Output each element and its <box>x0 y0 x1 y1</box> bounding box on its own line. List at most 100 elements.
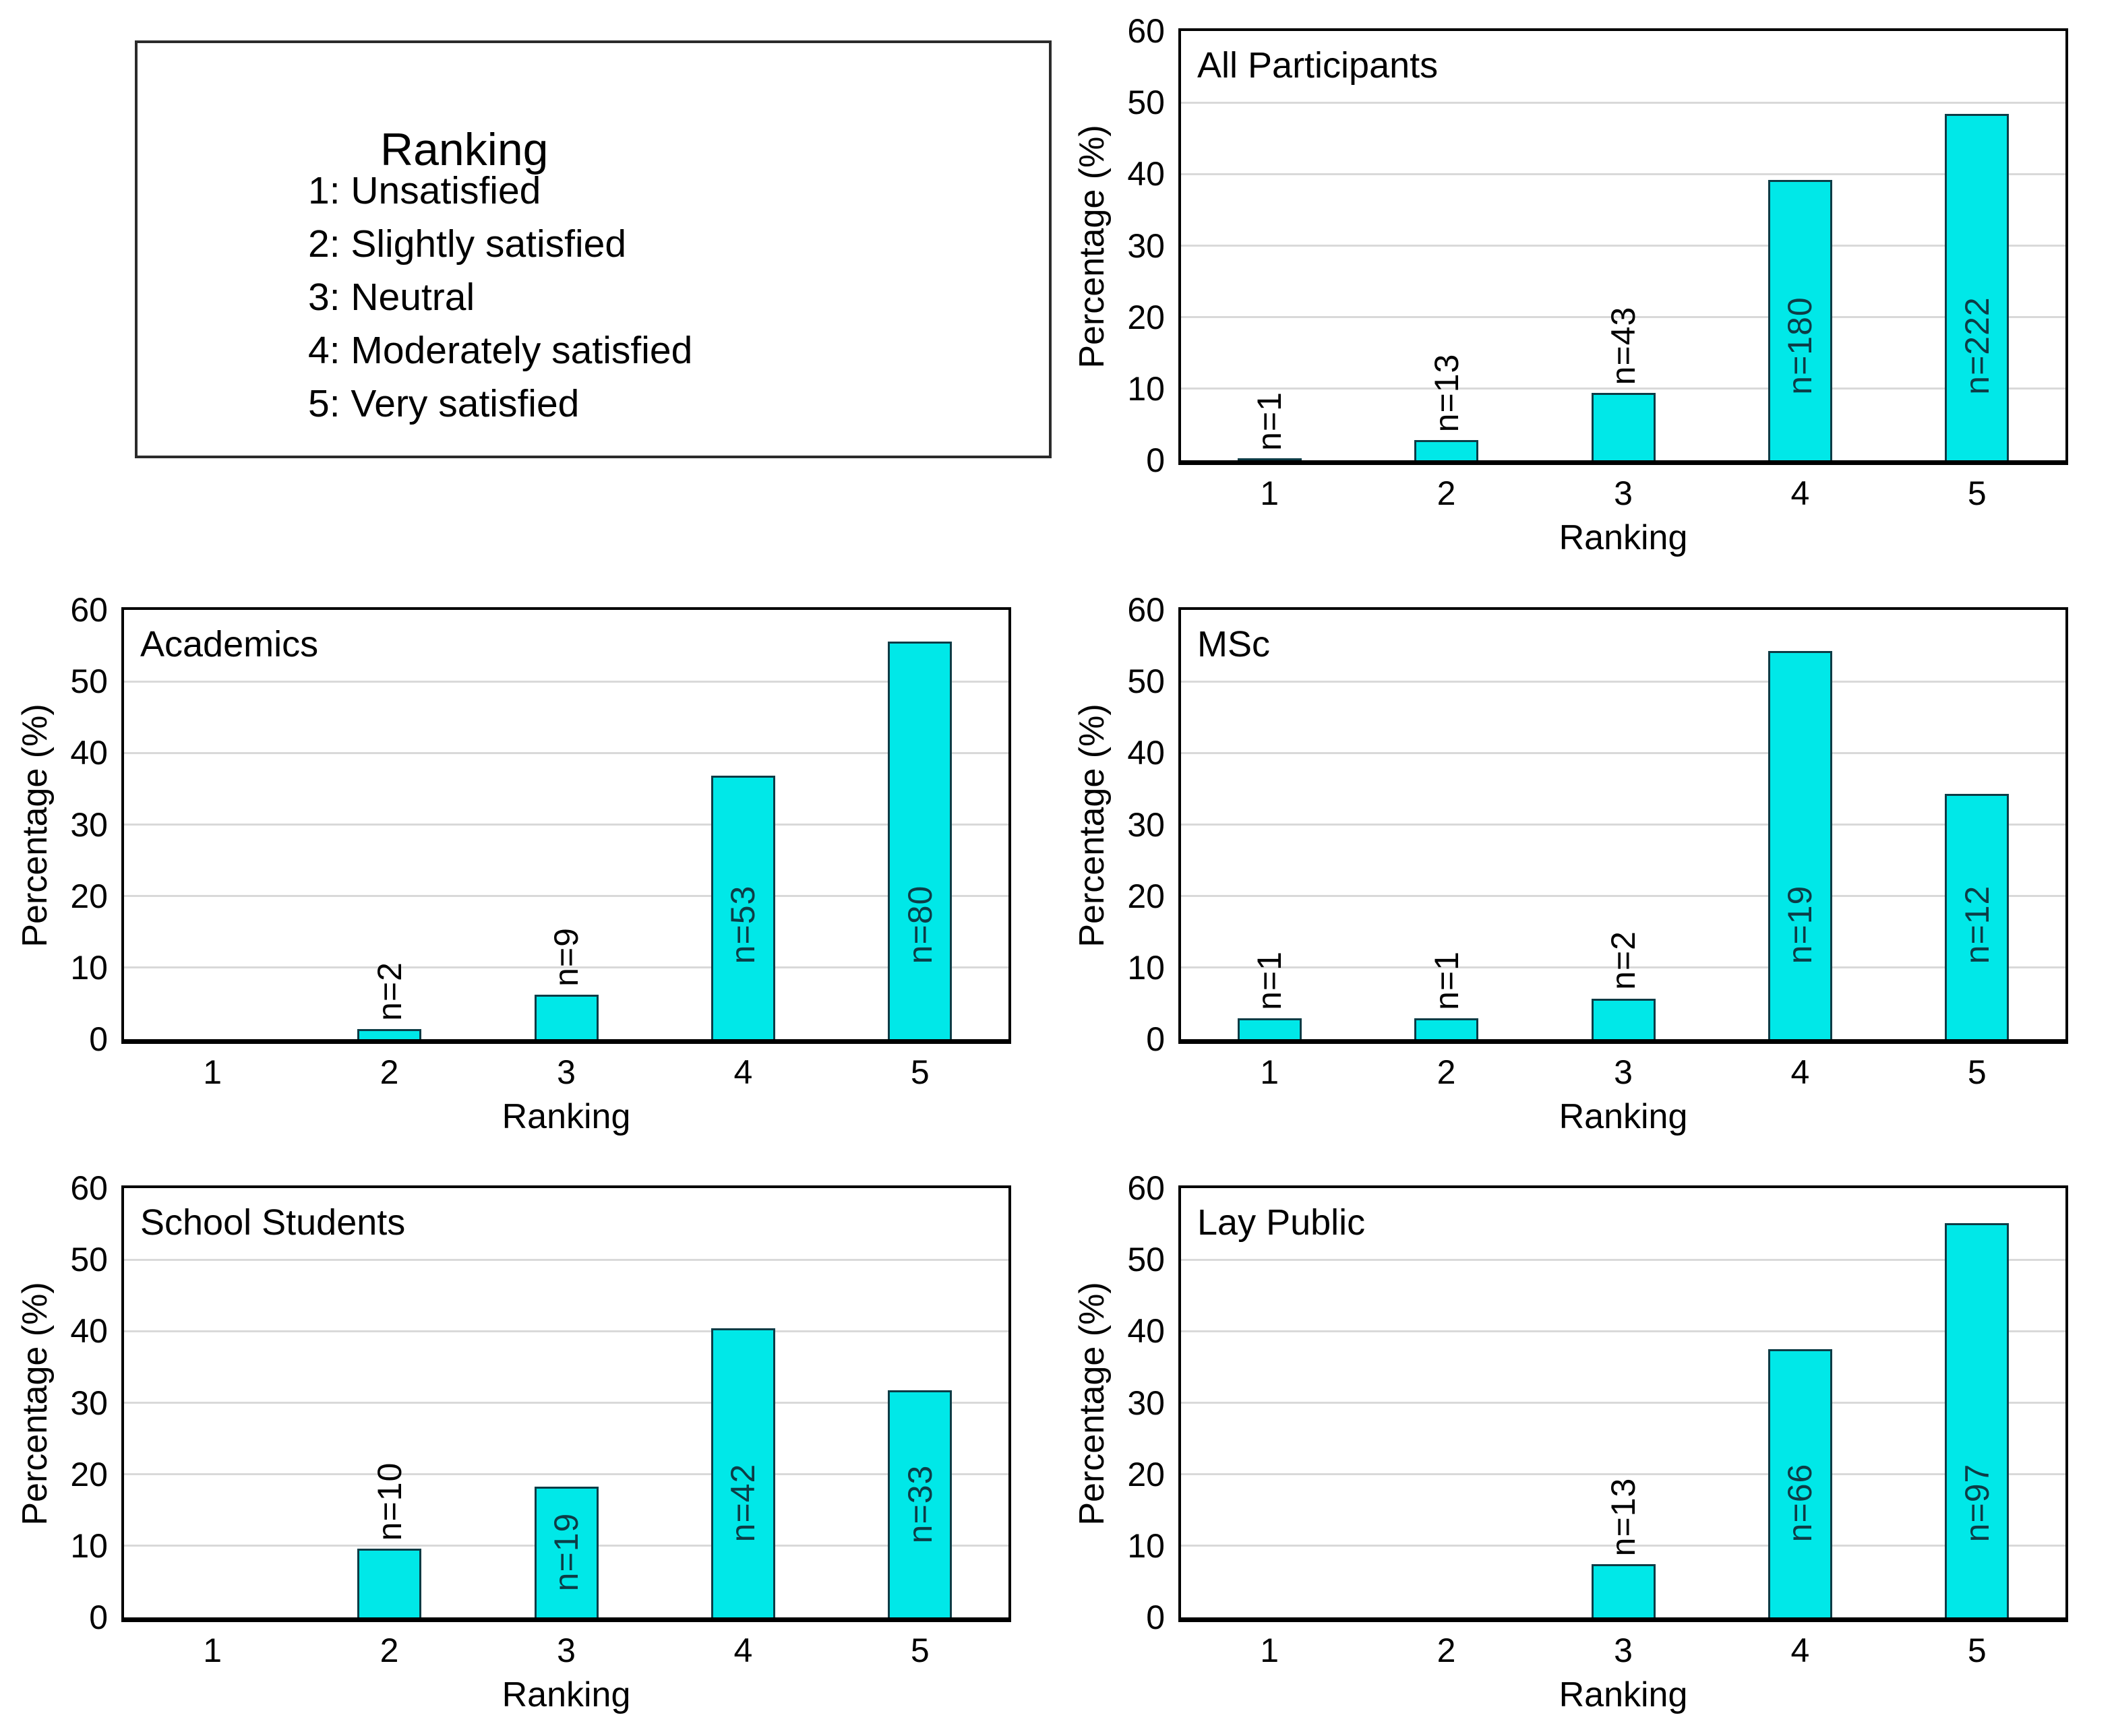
plot-area: n=10 n=19 n=42 n=33 <box>121 1185 1011 1622</box>
x-axis-title: Ranking <box>1559 1097 1688 1136</box>
plot-layer: n=10 n=19 n=42 n=33 <box>124 1188 1008 1617</box>
legend-item-2: 2: Slightly satisfied <box>308 222 627 266</box>
y-tick-label: 60 <box>1127 12 1165 50</box>
x-tick-label: 1 <box>203 1632 222 1669</box>
bar-rank-3 <box>1591 393 1656 460</box>
legend-cell: Ranking 1: Unsatisfied 2: Slightly satis… <box>0 0 1057 579</box>
chart-title: School Students <box>140 1202 406 1243</box>
chart-school-students: Percentage (%) 0 10 20 30 40 50 60 n=10 n=19 n=42 n… <box>0 1157 1057 1736</box>
gridline <box>124 1473 1008 1476</box>
y-tick-label: 50 <box>70 1241 108 1279</box>
bar-rank-4 <box>711 776 775 1039</box>
x-tick-label: 1 <box>1260 474 1279 512</box>
chart-title: All Participants <box>1197 45 1439 86</box>
gridline <box>124 1258 1008 1261</box>
y-tick-label: 30 <box>1127 805 1165 844</box>
bar-count-label: n=43 <box>1604 306 1642 385</box>
chart-all-participants: Percentage (%) 0 10 20 30 40 50 60 n=1 n=13 n=43 n=… <box>1057 0 2114 579</box>
chart-lay-public: Percentage (%) 0 10 20 30 40 50 60 n=13 n=66 n=97 L… <box>1057 1157 2114 1736</box>
x-tick-label: 2 <box>1437 1632 1456 1669</box>
x-axis-title: Ranking <box>1559 1675 1688 1714</box>
bar-count-label: n=19 <box>1781 885 1819 964</box>
y-tick-label: 50 <box>70 662 108 701</box>
bar-rank-2 <box>1414 1018 1479 1039</box>
x-tick-label: 2 <box>1437 1053 1456 1091</box>
bar-count-label: n=9 <box>547 927 585 987</box>
bar-count-label: n=1 <box>1250 391 1289 451</box>
bar-count-label: n=80 <box>901 885 939 964</box>
plot-layer: n=1 n=13 n=43 n=180 n=222 <box>1181 31 2065 460</box>
bar-rank-5 <box>1945 114 2010 460</box>
bar-rank-3 <box>534 995 599 1039</box>
bar-rank-3 <box>1591 1564 1656 1617</box>
y-tick-label: 20 <box>1127 877 1165 915</box>
bar-count-label: n=53 <box>724 885 762 964</box>
gridline <box>1181 751 2065 754</box>
bar-count-label: n=2 <box>370 962 409 1022</box>
x-tick-label: 1 <box>1260 1053 1279 1091</box>
gridline <box>1181 895 2065 898</box>
bar-rank-2 <box>357 1029 422 1039</box>
gridline <box>124 1402 1008 1404</box>
gridline <box>124 1330 1008 1332</box>
y-tick-label: 0 <box>89 1599 108 1636</box>
y-tick-label: 0 <box>89 1020 108 1058</box>
gridline <box>1181 1545 2065 1547</box>
bar-count-label: n=2 <box>1604 931 1642 991</box>
y-tick-label: 50 <box>1127 84 1165 122</box>
y-tick-label: 10 <box>70 948 108 987</box>
x-tick-label: 2 <box>1437 474 1456 512</box>
y-tick-label: 40 <box>70 1312 108 1351</box>
y-tick-label: 10 <box>70 1526 108 1565</box>
bar-count-label: n=19 <box>547 1512 585 1592</box>
legend-item-5: 5: Very satisfied <box>308 382 580 425</box>
y-tick-label: 30 <box>1127 1384 1165 1422</box>
x-tick-label: 1 <box>1260 1632 1279 1669</box>
legend-items: 1: Unsatisfied 2: Slightly satisfied 3: … <box>308 164 692 431</box>
plot-area: n=2 n=9 n=53 n=80 <box>121 607 1011 1044</box>
y-tick-label: 40 <box>1127 155 1165 193</box>
plot-area: n=1 n=1 n=2 n=19 n=12 <box>1178 607 2068 1044</box>
gridline <box>124 751 1008 754</box>
x-tick-label: 4 <box>733 1632 753 1669</box>
y-tick-label: 40 <box>70 734 108 772</box>
bar-count-label: n=33 <box>901 1464 939 1544</box>
gridline <box>1181 1473 2065 1476</box>
gridline <box>124 966 1008 969</box>
bar-count-label: n=1 <box>1427 951 1466 1011</box>
gridline <box>124 680 1008 683</box>
y-tick-label: 30 <box>70 805 108 844</box>
gridline <box>1181 966 2065 969</box>
y-tick-label: 10 <box>1127 369 1165 408</box>
gridline <box>1181 680 2065 683</box>
gridline <box>1181 1402 2065 1404</box>
y-tick-label: 10 <box>1127 948 1165 987</box>
y-tick-label: 60 <box>70 591 108 629</box>
gridline <box>1181 316 2065 319</box>
y-tick-label: 40 <box>1127 734 1165 772</box>
plot-area: n=13 n=66 n=97 <box>1178 1185 2068 1622</box>
bar-count-label: n=97 <box>1958 1463 1996 1543</box>
y-tick-label: 60 <box>1127 1169 1165 1207</box>
bar-count-label: n=10 <box>370 1462 409 1541</box>
gridline <box>124 895 1008 898</box>
y-tick-label: 60 <box>1127 591 1165 629</box>
bar-count-label: n=13 <box>1604 1477 1642 1557</box>
x-tick-label: 4 <box>1790 474 1810 512</box>
y-tick-label: 40 <box>1127 1312 1165 1351</box>
x-tick-label: 5 <box>1967 1053 1987 1091</box>
chart-title: Lay Public <box>1197 1202 1366 1243</box>
bar-count-label: n=13 <box>1427 353 1466 433</box>
y-tick-label: 20 <box>70 877 108 915</box>
bar-rank-5 <box>888 641 953 1039</box>
y-tick-label: 20 <box>70 1455 108 1493</box>
bar-count-label: n=222 <box>1958 297 1996 395</box>
x-tick-label: 2 <box>380 1632 399 1669</box>
bar-rank-4 <box>1768 650 1832 1039</box>
bar-count-label: n=42 <box>724 1463 762 1543</box>
x-tick-label: 1 <box>203 1053 222 1091</box>
y-tick-label: 50 <box>1127 1241 1165 1279</box>
bar-rank-2 <box>357 1549 422 1617</box>
bar-rank-1 <box>1237 458 1302 460</box>
